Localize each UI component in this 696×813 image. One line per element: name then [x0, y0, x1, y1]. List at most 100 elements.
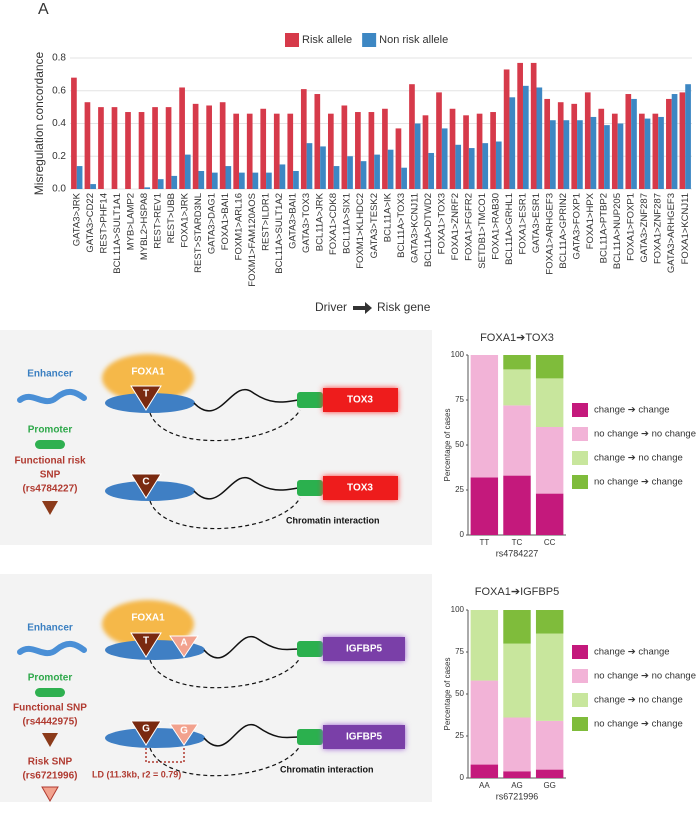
- bar: [638, 113, 645, 189]
- bar: [409, 84, 415, 189]
- x-tick-label: FOXM1>ARL16: [234, 193, 245, 260]
- snp-legend: (rs6721996): [22, 771, 77, 782]
- gene-label: IGFBP5: [346, 644, 383, 655]
- x-tick-label: SETDB1>TMCO1: [477, 193, 488, 269]
- bar: [544, 98, 551, 189]
- bar: [517, 62, 523, 189]
- bar: [219, 102, 226, 189]
- bar: [522, 85, 529, 189]
- y-tick-label: 50: [455, 440, 464, 449]
- x-tick-label: BCL11A>SULT1A1: [112, 193, 123, 274]
- y-tick-label: 100: [451, 350, 465, 359]
- bar: [550, 120, 556, 189]
- x-tick-label: BCL11A>NUP205: [612, 193, 623, 269]
- bar-segment: [470, 610, 499, 681]
- bar: [536, 87, 543, 189]
- allele: G: [180, 726, 188, 737]
- y-tick-label: 75: [455, 395, 464, 404]
- x-axis-label: Risk gene: [377, 300, 431, 314]
- y-tick-label: 0.8: [52, 53, 66, 64]
- bar: [644, 118, 651, 189]
- bar: [279, 164, 286, 189]
- x-tick-label: CC: [544, 538, 556, 547]
- bar: [503, 69, 510, 189]
- bar: [368, 112, 375, 189]
- bar: [347, 156, 353, 189]
- bar: [374, 154, 380, 189]
- x-tick-label: GATA3>TOX3: [301, 193, 312, 253]
- diagram-c: Enhancer Promoter Functional SNP (rs4442…: [0, 574, 432, 803]
- promoter: [297, 480, 323, 496]
- y-tick-label: 100: [451, 605, 465, 614]
- bar: [260, 108, 267, 189]
- bar: [495, 141, 502, 189]
- x-tick-label: FOXA1>RAB30: [490, 193, 501, 260]
- bar: [90, 184, 96, 189]
- y-tick-label: 0.0: [52, 184, 66, 195]
- bar: [563, 120, 570, 189]
- diagram-background: [0, 330, 432, 545]
- gene: [323, 476, 398, 500]
- bar: [436, 92, 442, 189]
- x-tick-label: GATA3>DAG1: [206, 193, 217, 254]
- x-tick-label: GATA3>BAI1: [288, 193, 299, 249]
- chart: 0 25 50 75 100 Percentage of cases FOXA1➔TOX3 T…: [443, 332, 696, 558]
- bar: [287, 113, 294, 189]
- snp-icon: [41, 786, 59, 803]
- x-tick-label: BCL11A>TOX3: [396, 193, 407, 258]
- snp-legend: Functional risk: [14, 456, 86, 467]
- factor-label: FOXA1: [131, 367, 165, 378]
- diagram-b: Enhancer Promoter Functional risk SNP (r…: [0, 330, 432, 545]
- y-tick-label: 50: [455, 689, 464, 698]
- bar-segment: [503, 369, 531, 406]
- x-tick-label: FOXA1>BAI1: [220, 193, 231, 250]
- bar-segment: [535, 378, 564, 427]
- bar: [590, 116, 597, 189]
- bar: [557, 102, 564, 189]
- dna-loop: [193, 476, 299, 500]
- y-tick-label: 0: [460, 530, 465, 539]
- dna-loop: [203, 635, 299, 659]
- bar: [509, 97, 516, 189]
- x-tick-label: GATA3>CD22: [85, 193, 96, 253]
- bar: [266, 172, 272, 189]
- bar: [476, 113, 483, 189]
- chart-title: FOXA1➔TOX3: [480, 332, 554, 344]
- x-tick-label: FOXA1>CDK8: [328, 193, 339, 255]
- allele: T: [143, 389, 149, 400]
- allele: A: [180, 638, 187, 649]
- bar: [144, 187, 151, 189]
- legend-label: Non risk allele: [379, 34, 448, 46]
- promoter-icon: [35, 440, 65, 449]
- bar: [111, 107, 118, 189]
- snp: [130, 385, 162, 411]
- bar-segment: [503, 717, 531, 772]
- y-tick-label: 0.2: [52, 151, 66, 162]
- x-tick-label: FOXA1>ARHGEF3: [545, 193, 556, 275]
- bar: [225, 166, 232, 189]
- bar: [198, 170, 205, 189]
- y-axis-label: Misregulation concordance: [32, 51, 46, 195]
- bar-segment: [503, 475, 531, 535]
- snp: [169, 723, 199, 746]
- bar: [84, 102, 91, 189]
- promoter-legend: Promoter: [28, 425, 73, 436]
- snp: [169, 635, 199, 658]
- snp-icon: [42, 733, 58, 747]
- y-tick-label: 25: [455, 485, 464, 494]
- x-tick-label: FOXM1>KLHDC2: [355, 193, 366, 269]
- legend-swatch: [362, 33, 377, 47]
- y-axis-label: Percentage of cases: [443, 409, 452, 482]
- bar: [617, 123, 624, 189]
- bar: [206, 105, 212, 189]
- bar: [355, 112, 361, 189]
- bar-segment: [503, 643, 531, 718]
- x-tick-label: FOXA1>FGFR2: [463, 193, 474, 261]
- x-tick-label: REST>REV1: [152, 193, 163, 249]
- chart: 0 25 50 75 100 Percentage of cases FOXA1➔IGFBP…: [443, 586, 696, 801]
- bar: [679, 92, 686, 189]
- bar: [341, 105, 348, 189]
- bar-segment: [470, 355, 499, 478]
- legend-swatch: [572, 693, 588, 707]
- x-tick-label: FOXA1>FOXP1: [626, 193, 637, 261]
